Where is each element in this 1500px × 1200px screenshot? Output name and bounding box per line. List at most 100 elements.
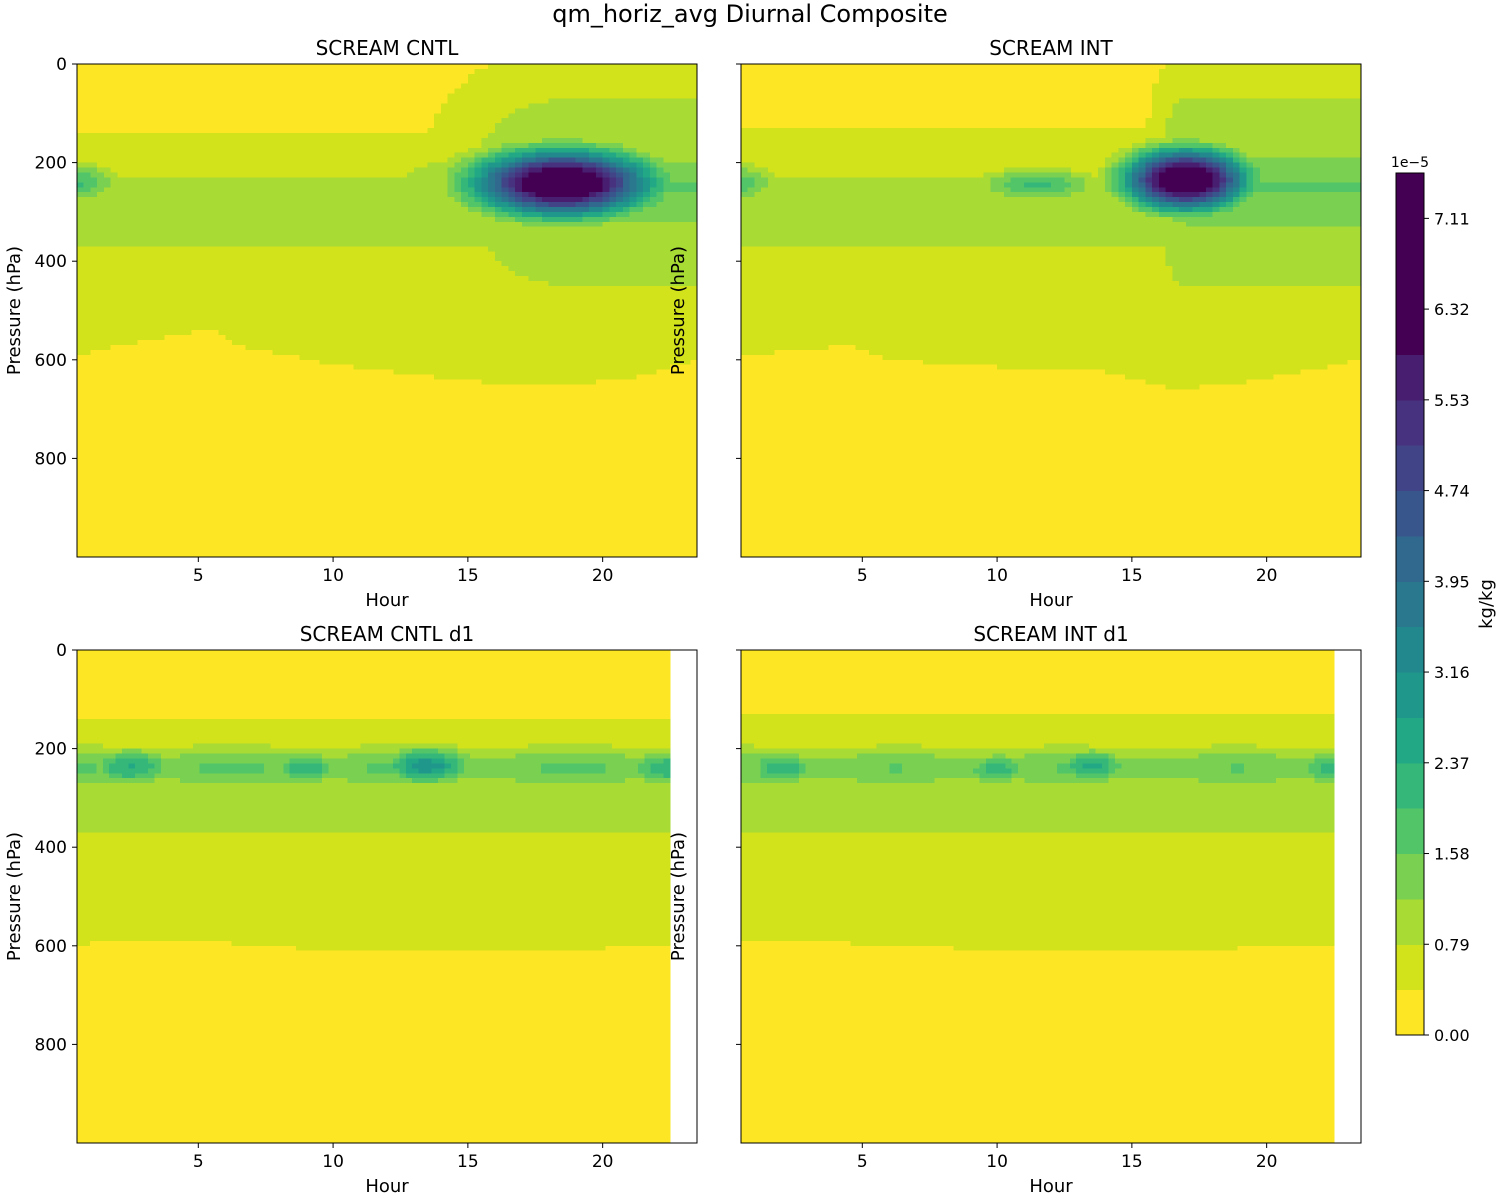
- contour-cell: [347, 365, 354, 371]
- contour-cell: [320, 380, 327, 386]
- contour-cell: [360, 168, 367, 174]
- contour-cell: [198, 202, 205, 208]
- contour-cell: [158, 207, 165, 213]
- contour-cell: [97, 449, 104, 455]
- contour-cell: [394, 202, 401, 208]
- contour-cell: [117, 478, 124, 484]
- contour-cell: [333, 306, 340, 312]
- contour-cell: [219, 360, 226, 366]
- contour-cell: [259, 468, 266, 474]
- contour-cell: [97, 69, 104, 75]
- contour-cell: [374, 463, 381, 469]
- contour-cell: [144, 187, 151, 193]
- contour-cell: [90, 158, 97, 164]
- contour-cell: [313, 187, 320, 193]
- contour-cell: [144, 197, 151, 203]
- contour-cell: [97, 493, 104, 499]
- contour-cell: [400, 345, 407, 351]
- contour-cell: [353, 271, 360, 277]
- contour-cell: [407, 89, 414, 95]
- contour-cell: [320, 74, 327, 80]
- contour-cell: [192, 493, 199, 499]
- contour-cell: [320, 370, 327, 376]
- contour-cell: [293, 375, 300, 381]
- contour-cell: [400, 163, 407, 169]
- contour-cell: [225, 429, 232, 435]
- contour-cell: [165, 311, 172, 317]
- contour-cell: [219, 84, 226, 90]
- contour-cell: [192, 429, 199, 435]
- contour-cell: [239, 123, 246, 129]
- contour-cell: [138, 424, 145, 430]
- contour-cell: [407, 439, 414, 445]
- contour-cell: [306, 89, 313, 95]
- contour-cell: [90, 527, 97, 533]
- contour-cell: [165, 108, 172, 114]
- contour-cell: [219, 498, 226, 504]
- contour-cell: [306, 360, 313, 366]
- contour-cell: [380, 222, 387, 228]
- contour-cell: [326, 389, 333, 395]
- contour-cell: [117, 384, 124, 390]
- contour-cell: [77, 251, 84, 257]
- contour-cell: [131, 439, 138, 445]
- contour-cell: [306, 518, 313, 524]
- contour-cell: [272, 153, 279, 159]
- contour-cell: [347, 468, 354, 474]
- contour-cell: [245, 325, 252, 331]
- contour-cell: [374, 212, 381, 218]
- contour-cell: [286, 399, 293, 405]
- contour-cell: [407, 256, 414, 262]
- contour-cell: [198, 69, 205, 75]
- contour-cell: [151, 301, 158, 307]
- contour-cell: [279, 74, 286, 80]
- contour-cell: [178, 158, 185, 164]
- contour-cell: [151, 518, 158, 524]
- contour-cell: [259, 345, 266, 351]
- contour-cell: [360, 488, 367, 494]
- contour-cell: [151, 335, 158, 341]
- contour-cell: [124, 384, 131, 390]
- contour-cell: [151, 172, 158, 178]
- contour-cell: [138, 340, 145, 346]
- contour-cell: [400, 251, 407, 257]
- contour-cell: [320, 330, 327, 336]
- contour-cell: [252, 266, 259, 272]
- contour-cell: [374, 187, 381, 193]
- contour-cell: [279, 246, 286, 252]
- contour-cell: [320, 123, 327, 129]
- contour-cell: [279, 232, 286, 238]
- contour-cell: [158, 237, 165, 243]
- contour-cell: [266, 108, 273, 114]
- contour-cell: [104, 315, 111, 321]
- contour-cell: [387, 335, 394, 341]
- contour-cell: [131, 315, 138, 321]
- contour-cell: [340, 355, 347, 361]
- contour-cell: [198, 463, 205, 469]
- contour-cell: [225, 325, 232, 331]
- contour-cell: [225, 296, 232, 302]
- contour-cell: [245, 168, 252, 174]
- contour-cell: [259, 153, 266, 159]
- contour-cell: [97, 74, 104, 80]
- contour-cell: [320, 527, 327, 533]
- contour-cell: [320, 542, 327, 548]
- contour-cell: [306, 237, 313, 243]
- contour-cell: [272, 493, 279, 499]
- contour-cell: [347, 399, 354, 405]
- contour-cell: [320, 153, 327, 159]
- contour-cell: [279, 113, 286, 119]
- contour-cell: [279, 488, 286, 494]
- contour-cell: [293, 429, 300, 435]
- contour-cell: [192, 241, 199, 247]
- contour-cell: [259, 325, 266, 331]
- contour-cell: [212, 409, 219, 415]
- contour-cell: [320, 518, 327, 524]
- contour-cell: [360, 532, 367, 538]
- contour-cell: [165, 473, 172, 479]
- contour-cell: [272, 187, 279, 193]
- contour-cell: [380, 202, 387, 208]
- contour-cell: [347, 306, 354, 312]
- contour-cell: [333, 449, 340, 455]
- contour-cell: [124, 207, 131, 213]
